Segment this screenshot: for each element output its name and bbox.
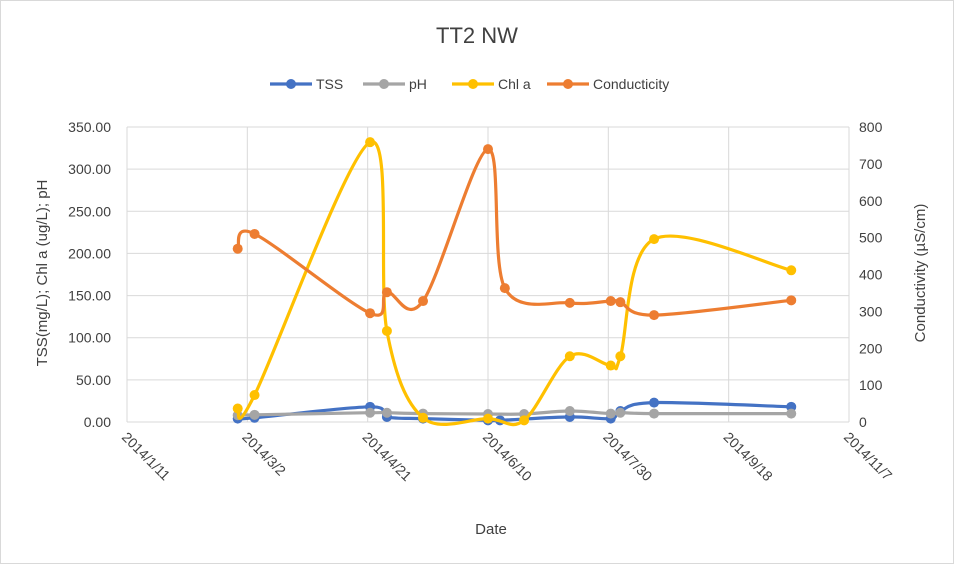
x-axis-title: Date: [475, 521, 507, 538]
right-axis-title: Conductivity (µS/cm): [912, 204, 929, 343]
legend-label-chl-a: Chl a: [498, 76, 531, 92]
point-conducticity: [381, 287, 392, 298]
right-tick-label: 400: [859, 267, 883, 283]
point-chl-a: [615, 351, 626, 362]
left-tick-label: 100.00: [68, 330, 111, 346]
left-tick-label: 350.00: [68, 119, 111, 135]
point-chl-a: [418, 412, 429, 423]
legend: TSS pH Chl a Conducticity: [270, 76, 669, 92]
point-ph: [381, 407, 392, 418]
right-tick-label: 500: [859, 230, 883, 246]
x-tick-label: 2014/4/21: [360, 429, 416, 485]
x-tick-label: 2014/11/7: [841, 429, 896, 484]
point-ph: [786, 408, 797, 419]
right-tick-label: 600: [859, 193, 883, 209]
right-tick-label: 100: [859, 377, 883, 393]
point-chl-a: [483, 413, 493, 424]
series-line-chl-a: [236, 140, 793, 427]
series-tss: [232, 397, 797, 426]
point-conducticity: [605, 296, 616, 307]
left-tick-label: 150.00: [68, 288, 111, 304]
left-axis-title: TSS(mg/L); Chl a (ug/L); pH: [34, 180, 51, 367]
left-tick-label: 300.00: [68, 161, 111, 177]
point-conducticity: [483, 144, 493, 155]
point-chl-a: [381, 325, 392, 336]
x-tick-label: 2014/9/18: [721, 429, 777, 485]
right-tick-label: 0: [859, 414, 867, 430]
point-conducticity: [418, 296, 429, 307]
right-tick-label: 800: [859, 119, 883, 135]
point-ph: [649, 408, 660, 419]
legend-label-ph: pH: [409, 76, 427, 92]
right-axis: 0 100 200 300 400 500 600 700 800: [859, 119, 883, 430]
point-ph: [615, 407, 626, 418]
point-conducticity: [499, 283, 510, 294]
series-layer: [232, 137, 797, 427]
point-chl-a: [249, 390, 260, 401]
point-chl-a: [649, 234, 660, 245]
legend-item-ph: pH: [363, 76, 427, 92]
legend-item-conducticity: Conducticity: [547, 76, 669, 92]
point-tss: [649, 397, 660, 408]
point-ph: [365, 407, 376, 418]
legend-label-tss: TSS: [316, 76, 343, 92]
series-chl-a: [232, 137, 797, 427]
right-tick-label: 700: [859, 156, 883, 172]
legend-swatch-marker-chl-a: [468, 79, 478, 89]
point-chl-a: [786, 265, 797, 276]
legend-swatch-marker-ph: [379, 79, 389, 89]
legend-swatch-marker-tss: [286, 79, 296, 89]
series-conducticity: [232, 144, 797, 321]
left-tick-label: 50.00: [76, 372, 111, 388]
left-tick-label: 200.00: [68, 245, 111, 261]
left-tick-label: 250.00: [68, 203, 111, 219]
x-tick-label: 2014/6/10: [480, 429, 536, 485]
chart-title: TT2 NW: [436, 23, 518, 48]
point-ph: [605, 408, 616, 419]
point-conducticity: [615, 297, 626, 308]
gridlines: [126, 126, 850, 423]
legend-label-conducticity: Conducticity: [593, 76, 669, 92]
x-axis: 2014/1/11 2014/3/2 2014/4/21 2014/6/10 2014/…: [119, 429, 896, 485]
x-tick-label: 2014/1/11: [119, 429, 174, 484]
point-chl-a: [365, 137, 376, 148]
point-chl-a: [519, 415, 530, 426]
point-conducticity: [649, 310, 660, 321]
legend-swatch-marker-conducticity: [563, 79, 573, 89]
point-ph: [564, 406, 575, 417]
point-chl-a: [232, 403, 243, 414]
right-tick-label: 200: [859, 340, 883, 356]
left-axis: 0.00 50.00 100.00 150.00 200.00 250.00 300.00 3…: [68, 119, 111, 430]
series-line-tss: [236, 400, 793, 423]
point-conducticity: [564, 297, 575, 308]
point-conducticity: [232, 243, 243, 254]
x-tick-label: 2014/7/30: [600, 429, 656, 485]
point-conducticity: [249, 228, 260, 239]
point-chl-a: [564, 351, 575, 362]
legend-item-tss: TSS: [270, 76, 343, 92]
series-line-ph: [236, 409, 793, 417]
right-tick-label: 300: [859, 303, 883, 319]
x-tick-label: 2014/3/2: [239, 429, 289, 479]
point-chl-a: [605, 360, 616, 371]
left-tick-label: 0.00: [84, 414, 111, 430]
point-ph: [249, 409, 260, 420]
point-conducticity: [365, 308, 376, 319]
legend-item-chl-a: Chl a: [452, 76, 531, 92]
point-conducticity: [786, 295, 797, 306]
